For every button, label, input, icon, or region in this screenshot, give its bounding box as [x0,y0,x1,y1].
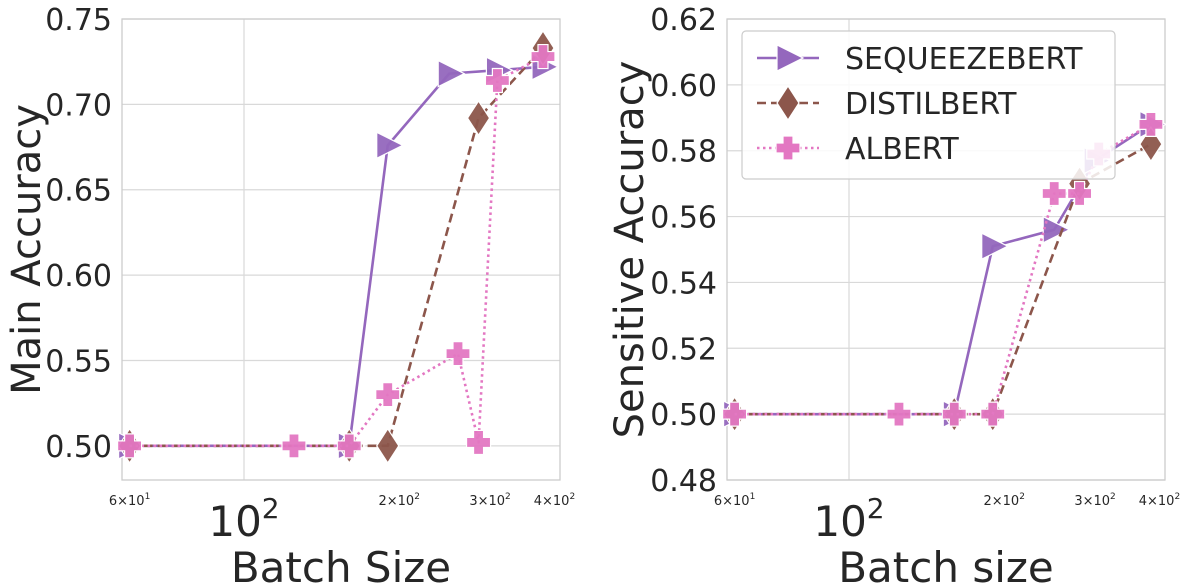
y-tick-label: 0.60 [650,69,717,104]
data-point [445,341,471,367]
x-tick-label: 3×102 [469,492,510,509]
x-tick-exponent: 2 [1110,492,1116,502]
data-point [980,401,1006,427]
x-tick-base: 4×10 [1139,494,1175,509]
legend-label: SEQUEEZEBERT [845,42,1083,77]
y-tick-label: 0.75 [45,3,112,38]
legend-marker [775,135,801,161]
legend-marker [776,84,800,122]
x-tick-exponent: 2 [867,492,885,525]
data-point [1138,111,1164,137]
x-tick-label: 102 [208,492,279,546]
legend-box [741,30,1116,180]
x-tick-label: 3×102 [1074,492,1115,509]
y-axis-label: Sensitive Accuracy [607,61,653,439]
data-point [981,232,1010,261]
x-tick-base: 3×10 [469,494,505,509]
plot-frame [726,18,1166,481]
data-point [376,131,405,160]
x-tick-label: 6×101 [714,492,755,509]
x-tick-exponent: 2 [414,492,420,502]
series-line [734,123,1152,416]
y-tick-label: 0.54 [650,266,717,301]
legend: SEQUEEZEBERT DISTILBERT ALBERT [741,30,1116,180]
x-tick-label: 102 [813,492,884,546]
data-point [336,433,362,459]
y-axis-label: Main Accuracy [4,104,50,395]
data-point [375,382,401,408]
x-tick-base: 2×10 [379,494,415,509]
data-point [530,43,556,70]
data-point [281,433,307,459]
y-tick-label: 0.62 [650,3,717,38]
x-axis-label: Batch Size [231,543,451,586]
x-tick-exponent: 2 [262,492,280,525]
y-tick-label: 0.50 [45,430,112,465]
x-tick-label: 4×102 [534,492,575,509]
chart-panel-2: 0.480.500.520.540.560.580.600.626×101 102… [607,3,1180,586]
x-tick-base: 6×10 [109,494,145,509]
data-point [465,429,492,456]
series-line [129,55,544,448]
y-tick-label: 0.50 [650,398,717,433]
x-tick-exponent: 2 [1174,492,1180,502]
x-tick-exponent: 2 [1019,492,1025,502]
y-tick-label: 0.52 [650,332,717,367]
chart-panel-1: 0.500.550.600.650.700.756×101 102 2×102 3×1… [4,3,575,586]
x-tick-exponent: 2 [569,492,575,502]
data-point [721,401,748,427]
x-tick-label: 2×102 [379,492,420,509]
y-tick-label: 0.70 [45,88,112,123]
y-tick-label: 0.48 [650,464,717,499]
y-tick-label: 0.58 [650,135,717,170]
x-tick-base: 10 [813,497,866,546]
x-tick-label: 2×102 [984,492,1025,509]
legend-marker [776,44,805,72]
data-point [466,99,491,137]
x-tick-base: 4×10 [534,494,570,509]
data-point [1042,215,1071,244]
y-tick-label: 0.65 [45,174,112,209]
x-tick-exponent: 2 [505,492,511,502]
y-tick-label: 0.55 [45,344,112,379]
series-distilbert [117,29,555,464]
series-sequeezebert [117,52,560,460]
data-point [1041,180,1067,207]
x-tick-base: 2×10 [984,494,1020,509]
x-tick-base: 3×10 [1074,494,1110,509]
series-albert [721,111,1164,427]
plot-frame [121,18,561,481]
data-point [886,401,912,427]
x-tick-base: 10 [208,497,261,546]
y-tick-label: 0.60 [45,259,112,294]
data-point [941,401,967,427]
x-tick-exponent: 1 [145,492,151,502]
x-tick-label: 6×101 [109,492,150,509]
series-albert [116,43,556,459]
x-axis-label: Batch size [838,543,1054,586]
data-point [1066,180,1093,207]
x-tick-base: 6×10 [714,494,750,509]
data-point [437,59,466,88]
legend-label: ALBERT [845,132,959,167]
x-tick-label: 4×102 [1139,492,1180,509]
data-point [484,67,510,94]
x-tick-exponent: 1 [750,492,756,502]
data-point [376,427,400,464]
y-tick-label: 0.56 [650,201,717,236]
data-point [116,433,143,459]
legend-label: DISTILBERT [845,87,1017,122]
